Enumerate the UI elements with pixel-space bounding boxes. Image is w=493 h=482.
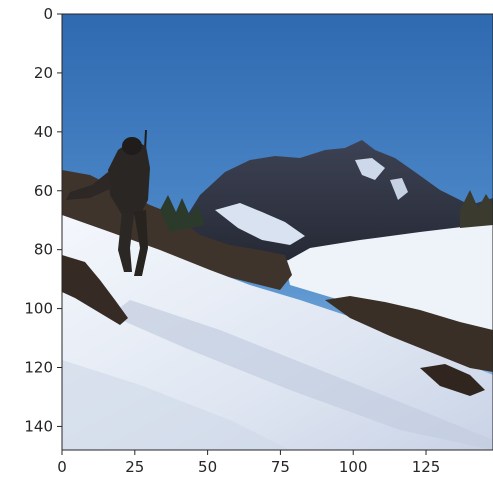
mountain-snow-patch bbox=[355, 158, 385, 180]
snow-shadow bbox=[62, 360, 290, 450]
tree-cluster bbox=[460, 190, 493, 228]
tree-cluster bbox=[160, 195, 205, 232]
x-tick-label: 125 bbox=[412, 458, 441, 476]
rock-left bbox=[62, 255, 128, 325]
hiker-figure bbox=[66, 129, 150, 276]
y-tick-label: 100 bbox=[24, 300, 53, 318]
y-tick-label: 20 bbox=[34, 64, 53, 82]
y-tick-label: 120 bbox=[24, 359, 53, 377]
snow-slope bbox=[62, 215, 493, 450]
mountain-snow-patch bbox=[215, 203, 305, 245]
y-tick-label: 40 bbox=[34, 123, 53, 141]
y-axis: 0 20 40 60 80 100 120 140 bbox=[24, 5, 62, 435]
rock-right-lower bbox=[420, 364, 485, 396]
x-tick-label: 75 bbox=[271, 458, 290, 476]
y-tick-label: 140 bbox=[24, 417, 53, 435]
y-tick-label: 0 bbox=[43, 5, 53, 23]
snow-shadow bbox=[110, 300, 493, 450]
snowfield-right bbox=[285, 224, 493, 340]
mountain-snow-patch bbox=[390, 178, 408, 200]
x-tick-label: 50 bbox=[198, 458, 217, 476]
x-tick-label: 0 bbox=[57, 458, 67, 476]
y-tick-label: 80 bbox=[34, 241, 53, 259]
x-tick-label: 25 bbox=[125, 458, 144, 476]
x-tick-label: 100 bbox=[339, 458, 368, 476]
x-axis: 0 25 50 75 100 125 bbox=[57, 450, 440, 476]
axes-frame bbox=[61, 13, 493, 451]
photo-image bbox=[62, 14, 493, 450]
y-tick-label: 60 bbox=[34, 182, 53, 200]
rock-right bbox=[325, 296, 493, 372]
